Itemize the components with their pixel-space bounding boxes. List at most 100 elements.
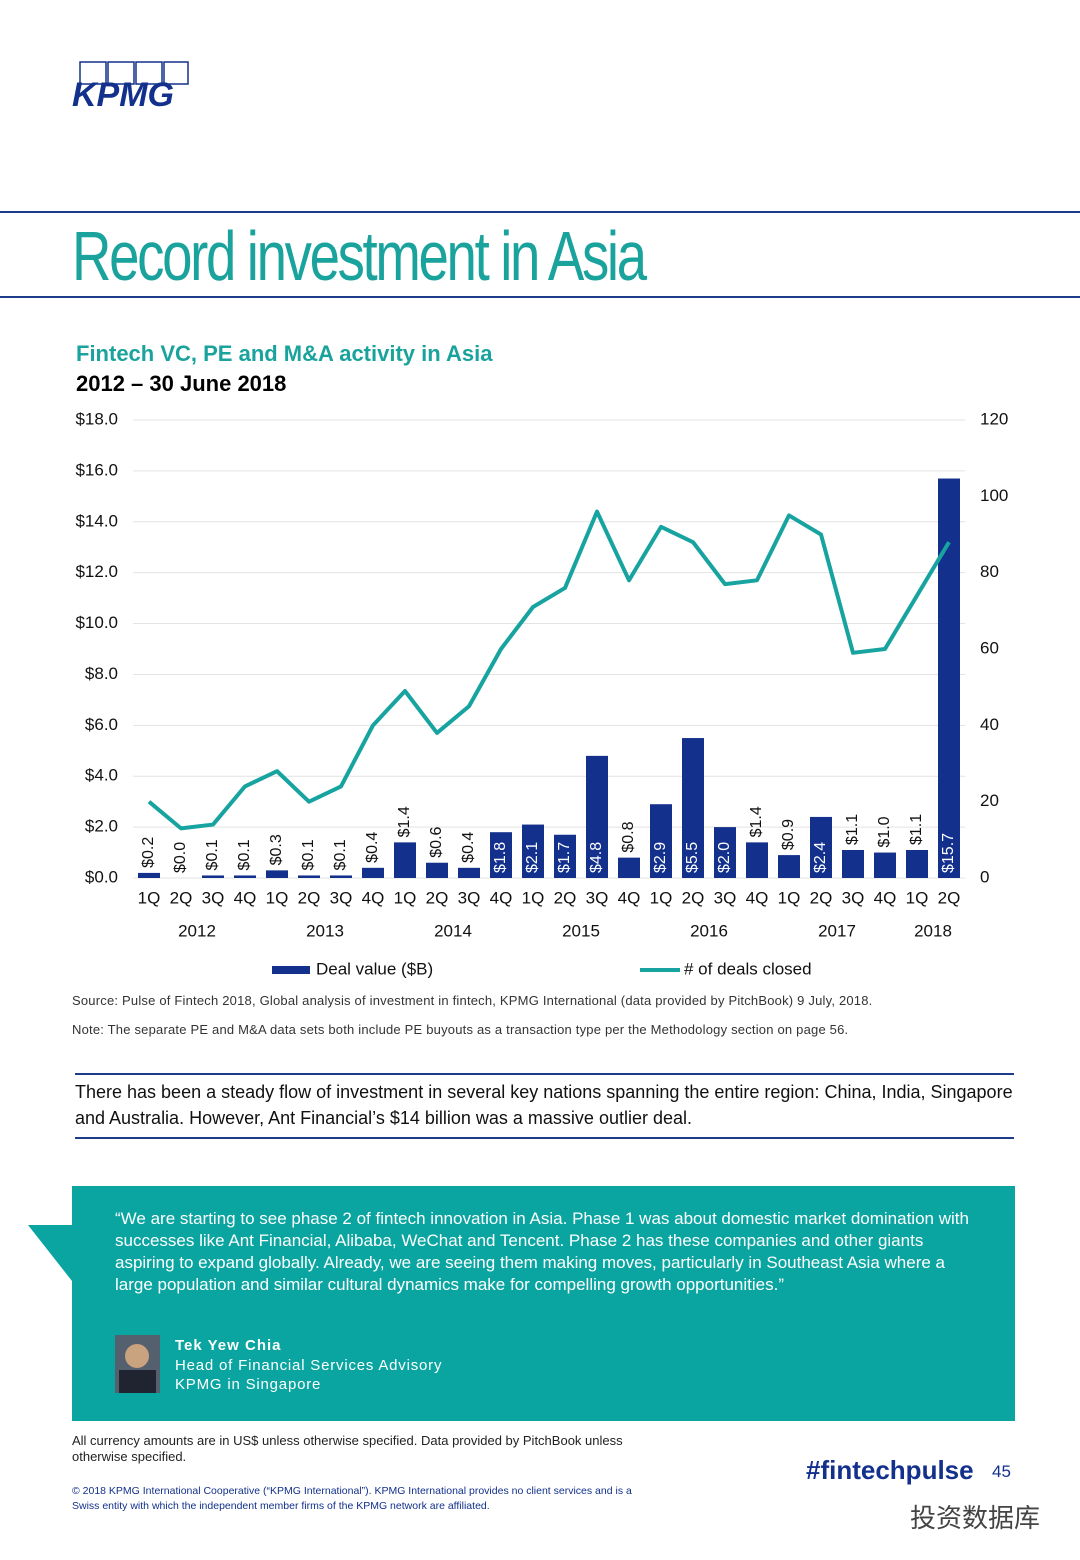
y2-tick-label: 120	[980, 409, 1008, 428]
x-tick-label: 1Q	[778, 888, 801, 907]
bar	[650, 804, 672, 878]
y2-tick-label: 60	[980, 638, 999, 657]
x-tick-label: 4Q	[746, 888, 769, 907]
bar	[938, 478, 960, 878]
value-label: $2.9	[652, 842, 669, 873]
quote-box	[28, 1186, 1015, 1421]
x-group-label: 2016	[690, 921, 728, 940]
bar	[682, 738, 704, 878]
logo: KPMG	[72, 61, 189, 112]
chart-subtitle: 2012 – 30 June 2018	[76, 371, 287, 396]
quote-role: Head of Financial Services Advisory	[175, 1357, 443, 1374]
rule	[0, 296, 1080, 298]
value-label: $1.1	[908, 814, 925, 845]
logo-text: KPMG	[72, 76, 174, 112]
value-label: $0.4	[460, 832, 477, 863]
bar	[810, 816, 832, 878]
legend-label: # of deals closed	[684, 959, 812, 978]
y-tick-label: $10.0	[75, 613, 118, 632]
y-tick-label: $0.0	[85, 867, 118, 886]
hashtag: #fintechpulse	[806, 1455, 974, 1485]
y-tick-label: $14.0	[75, 511, 118, 530]
bar	[426, 862, 448, 878]
x-tick-label: 4Q	[874, 888, 897, 907]
bar	[234, 875, 256, 878]
legend-swatch	[272, 966, 310, 974]
bar	[458, 867, 480, 878]
x-group-label: 2014	[434, 921, 472, 940]
value-label: $2.1	[524, 842, 541, 873]
bar	[778, 855, 800, 878]
value-label: $5.5	[684, 842, 701, 873]
quote-org: KPMG in Singapore	[175, 1376, 322, 1393]
x-group-label: 2018	[914, 921, 952, 940]
x-tick-label: 4Q	[362, 888, 385, 907]
page-title: Record investment in Asia	[72, 217, 647, 295]
bar	[618, 857, 640, 878]
y2-tick-label: 20	[980, 791, 999, 810]
value-label: $1.7	[556, 842, 573, 873]
value-label: $0.4	[364, 832, 381, 863]
legend-label: Deal value ($B)	[316, 959, 433, 978]
rule	[0, 211, 1080, 213]
chart-title: Fintech VC, PE and M&A activity in Asia	[76, 341, 493, 366]
y-tick-label: $8.0	[85, 664, 118, 683]
bar	[202, 875, 224, 878]
bar	[298, 875, 320, 878]
x-tick-label: 2Q	[682, 888, 705, 907]
bar	[874, 852, 896, 878]
x-tick-label: 3Q	[586, 888, 609, 907]
value-label: $0.3	[268, 834, 285, 865]
x-tick-label: 4Q	[234, 888, 257, 907]
value-label: $4.8	[588, 842, 605, 873]
bar	[138, 872, 160, 878]
value-label: $0.9	[780, 819, 797, 850]
value-label: $0.6	[428, 826, 445, 857]
source-note: Source: Pulse of Fintech 2018, Global an…	[72, 993, 873, 1008]
value-label: $1.4	[396, 806, 413, 837]
watermark: 投资数据库	[910, 1504, 1041, 1534]
value-label: $1.8	[492, 842, 509, 873]
bar	[522, 824, 544, 878]
x-tick-label: 3Q	[458, 888, 481, 907]
currency-note: All currency amounts are in US$ unless o…	[72, 1433, 623, 1464]
bar	[394, 842, 416, 878]
x-tick-label: 1Q	[522, 888, 545, 907]
value-label: $0.2	[140, 837, 157, 868]
value-label: $2.4	[812, 842, 829, 873]
x-tick-label: 4Q	[618, 888, 641, 907]
x-tick-label: 4Q	[490, 888, 513, 907]
value-label: $0.1	[332, 839, 349, 870]
value-label: $1.1	[844, 814, 861, 845]
x-group-label: 2015	[562, 921, 600, 940]
x-tick-label: 2Q	[426, 888, 449, 907]
copyright: © 2018 KPMG International Cooperative (“…	[72, 1485, 632, 1512]
x-tick-label: 3Q	[714, 888, 737, 907]
value-label: $1.4	[748, 806, 765, 837]
bar	[842, 850, 864, 878]
x-tick-label: 1Q	[138, 888, 161, 907]
y-tick-label: $12.0	[75, 562, 118, 581]
x-tick-label: 1Q	[906, 888, 929, 907]
x-tick-label: 3Q	[202, 888, 225, 907]
value-label: $0.8	[620, 821, 637, 852]
x-group-label: 2017	[818, 921, 856, 940]
bar	[330, 875, 352, 878]
summary: There has been a steady flow of investme…	[75, 1073, 1014, 1139]
y2-tick-label: 100	[980, 486, 1008, 505]
value-label: $0.1	[204, 839, 221, 870]
bar	[490, 832, 512, 878]
value-label: $2.0	[716, 842, 733, 873]
chart: $0.0 $2.0 $4.0 $6.0 $8.0 $10.0 $12.0 $14.0 $16.0…	[75, 409, 1008, 978]
value-label: $1.0	[876, 816, 893, 847]
y-tick-label: $18.0	[75, 409, 118, 428]
y2-tick-label: 40	[980, 715, 999, 734]
y-tick-label: $4.0	[85, 766, 118, 785]
x-tick-label: 1Q	[394, 888, 417, 907]
quote-text: “We are starting to see phase 2 of finte…	[115, 1209, 969, 1294]
value-label: $15.7	[940, 833, 957, 873]
bar	[362, 867, 384, 878]
page-number: 45	[992, 1462, 1011, 1481]
bar	[554, 834, 576, 878]
